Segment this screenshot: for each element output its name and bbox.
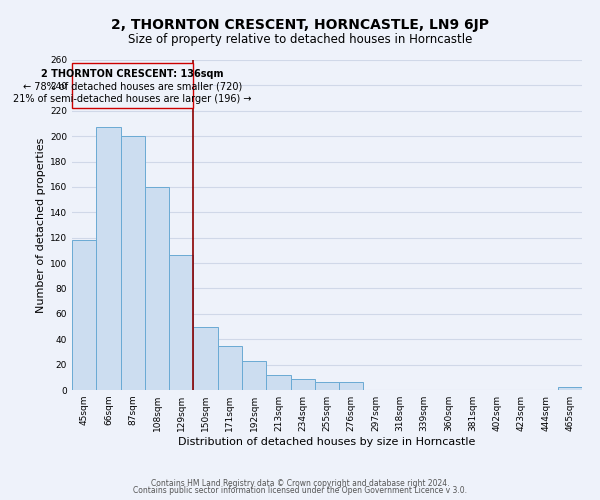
Bar bbox=[121, 136, 145, 390]
Bar bbox=[193, 326, 218, 390]
Bar bbox=[96, 128, 121, 390]
Text: Contains public sector information licensed under the Open Government Licence v : Contains public sector information licen… bbox=[133, 486, 467, 495]
Bar bbox=[558, 388, 582, 390]
Text: Size of property relative to detached houses in Horncastle: Size of property relative to detached ho… bbox=[128, 32, 472, 46]
Bar bbox=[339, 382, 364, 390]
Bar bbox=[145, 187, 169, 390]
Text: Contains HM Land Registry data © Crown copyright and database right 2024.: Contains HM Land Registry data © Crown c… bbox=[151, 478, 449, 488]
Bar bbox=[169, 256, 193, 390]
Bar bbox=[242, 361, 266, 390]
Text: ← 78% of detached houses are smaller (720): ← 78% of detached houses are smaller (72… bbox=[23, 82, 242, 92]
Text: 2 THORNTON CRESCENT: 136sqm: 2 THORNTON CRESCENT: 136sqm bbox=[41, 69, 224, 79]
Text: 2, THORNTON CRESCENT, HORNCASTLE, LN9 6JP: 2, THORNTON CRESCENT, HORNCASTLE, LN9 6J… bbox=[111, 18, 489, 32]
Y-axis label: Number of detached properties: Number of detached properties bbox=[36, 138, 46, 312]
FancyBboxPatch shape bbox=[72, 62, 193, 108]
X-axis label: Distribution of detached houses by size in Horncastle: Distribution of detached houses by size … bbox=[178, 437, 476, 447]
Bar bbox=[218, 346, 242, 390]
Bar bbox=[315, 382, 339, 390]
Text: 21% of semi-detached houses are larger (196) →: 21% of semi-detached houses are larger (… bbox=[13, 94, 252, 104]
Bar bbox=[72, 240, 96, 390]
Bar bbox=[290, 378, 315, 390]
Bar bbox=[266, 375, 290, 390]
